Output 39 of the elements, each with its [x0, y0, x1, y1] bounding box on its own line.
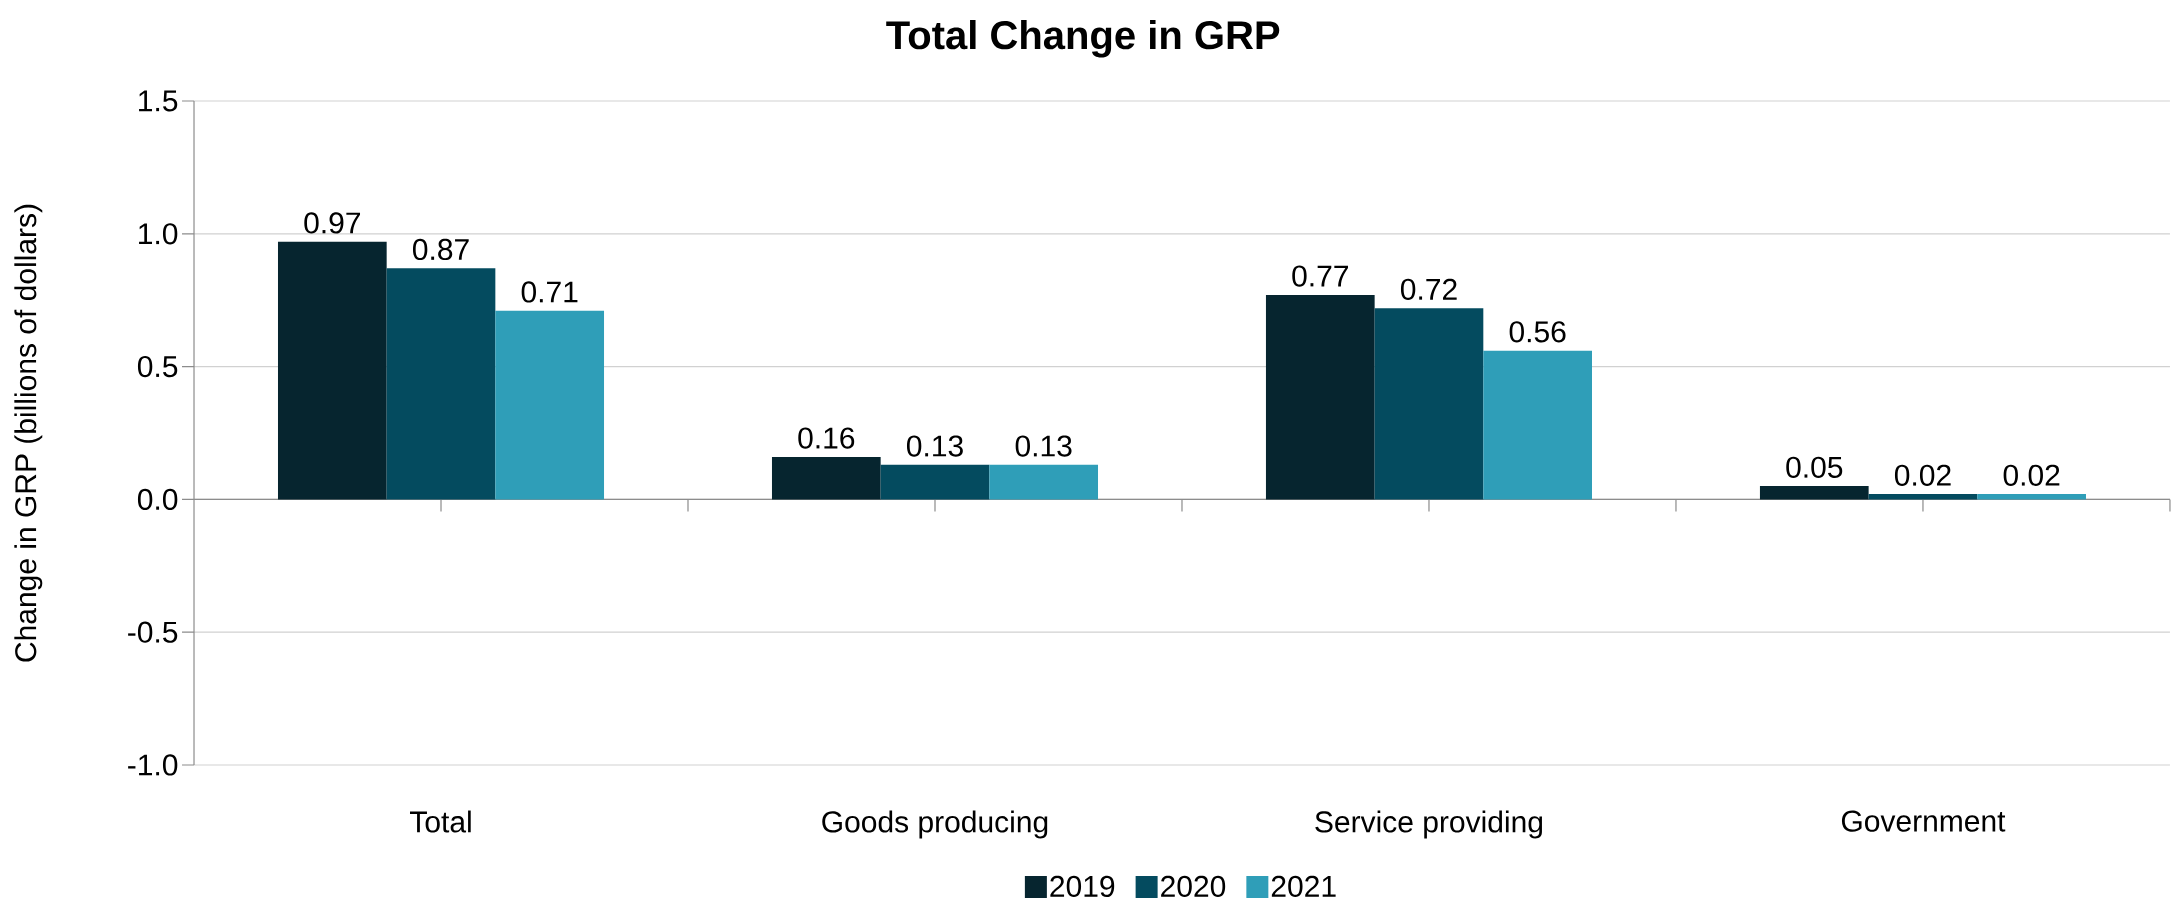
y-tick-label: 0.5: [137, 355, 178, 378]
bar: [1977, 494, 2086, 500]
data-label: 0.16: [798, 427, 855, 449]
y-tick-label: 0.0: [137, 488, 178, 511]
bar: [1868, 494, 1978, 500]
chart-title: Total Change in GRP: [886, 20, 1280, 58]
legend-label: 2020: [1161, 875, 1226, 898]
data-label: 0.77: [1292, 265, 1348, 287]
bar: [1374, 308, 1484, 500]
bar: [989, 464, 1099, 500]
x-tick-label: Government: [1841, 810, 2006, 832]
data-label: 0.87: [412, 238, 469, 261]
data-label: 0.05: [1786, 456, 1843, 478]
bar: [1483, 350, 1592, 500]
y-axis-title: Change in GRP (billions of dollars): [14, 204, 43, 662]
bar: [880, 464, 990, 500]
y-tick-label: 1.0: [139, 223, 178, 245]
y-tick-label: 1.5: [139, 90, 178, 112]
data-label: 0.02: [2003, 464, 2060, 486]
bar: [771, 456, 881, 500]
bar: [277, 241, 387, 500]
bar: [386, 268, 496, 500]
legend-label: 2021: [1271, 875, 1336, 898]
data-label: 0.13: [906, 435, 963, 457]
data-label: 0.97: [304, 212, 361, 234]
x-tick-label: Service providing: [1315, 810, 1543, 839]
data-label: 0.02: [1894, 464, 1951, 486]
data-label: 0.71: [521, 281, 578, 303]
bar: [1265, 294, 1375, 500]
x-tick-label: Total: [410, 810, 471, 833]
data-label: 0.56: [1509, 321, 1566, 343]
legend-label: 2019: [1050, 875, 1115, 898]
x-tick-label: Goods producing: [822, 810, 1048, 839]
data-label: 0.72: [1400, 278, 1457, 300]
y-tick-label: -0.5: [128, 621, 178, 643]
data-label: 0.13: [1015, 435, 1072, 457]
bar: [495, 310, 605, 500]
bar: [1759, 486, 1869, 500]
y-tick-label: -1.0: [128, 754, 178, 776]
